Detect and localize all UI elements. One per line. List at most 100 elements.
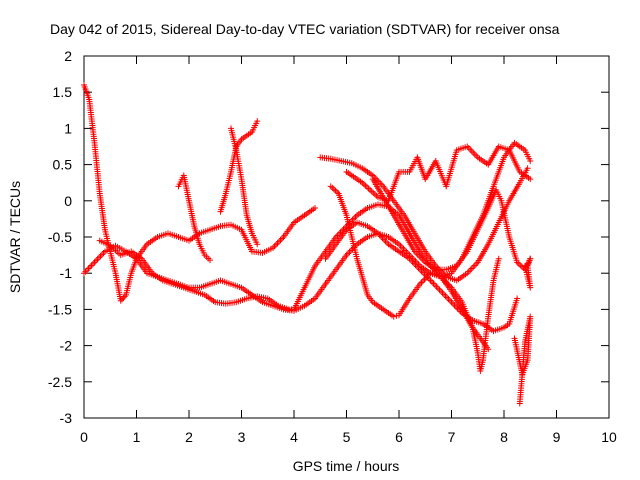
data-point xyxy=(363,184,370,191)
series-arc-3 xyxy=(96,237,297,313)
data-point xyxy=(439,289,446,296)
data-point xyxy=(393,312,400,319)
data-point xyxy=(254,118,261,125)
x-tick-label: 4 xyxy=(290,429,298,445)
data-point xyxy=(90,260,96,267)
data-point xyxy=(465,145,472,152)
y-tick-label: 0 xyxy=(64,193,72,209)
data-points xyxy=(81,81,534,407)
data-point xyxy=(371,191,378,198)
data-point xyxy=(470,263,477,270)
data-point xyxy=(82,268,89,275)
x-tick-label: 7 xyxy=(448,429,456,445)
series-arc-5 xyxy=(317,154,531,284)
data-point xyxy=(279,235,285,242)
data-point xyxy=(93,257,99,264)
series-arc-11 xyxy=(217,118,261,215)
data-point xyxy=(397,242,404,249)
x-tick-label: 5 xyxy=(343,429,351,445)
series-arc-8 xyxy=(343,143,534,204)
data-point xyxy=(330,186,337,193)
y-tick-label: -1 xyxy=(60,265,73,281)
x-axis-label: GPS time / hours xyxy=(293,458,400,474)
data-point xyxy=(442,292,449,299)
data-point xyxy=(88,262,95,269)
y-tick-label: -3 xyxy=(60,410,73,426)
data-point xyxy=(345,250,351,257)
data-point xyxy=(436,286,443,293)
series-arc-6 xyxy=(322,219,521,335)
data-point xyxy=(332,187,339,194)
series-arc-9 xyxy=(369,176,534,273)
data-point xyxy=(376,231,383,238)
data-point xyxy=(368,188,375,195)
y-tick-label: -2 xyxy=(60,338,73,354)
data-point xyxy=(346,248,353,255)
data-point xyxy=(441,291,447,298)
data-point xyxy=(514,295,521,302)
y-tick-label: -0.5 xyxy=(48,229,72,245)
series-arc-7 xyxy=(327,183,492,353)
y-tick-label: -1.5 xyxy=(48,301,72,317)
data-point xyxy=(254,241,261,248)
data-point xyxy=(352,213,359,220)
plot-frame xyxy=(83,55,610,419)
data-point xyxy=(518,263,525,270)
y-tick-label: 2 xyxy=(64,48,72,64)
data-point xyxy=(495,255,502,262)
data-point xyxy=(121,293,128,300)
data-point xyxy=(420,277,426,284)
data-point xyxy=(84,267,90,274)
data-point xyxy=(87,263,93,270)
data-point xyxy=(485,346,492,353)
y-axis: -3 -2.5 -2 -1.5 -1 -0.5 0 0.5 1 1.5 2 xyxy=(48,48,609,426)
data-point xyxy=(277,237,284,244)
data-point xyxy=(470,149,477,156)
data-point xyxy=(444,294,450,301)
data-point xyxy=(327,183,334,190)
data-point xyxy=(370,189,377,196)
x-tick-label: 10 xyxy=(601,429,617,445)
data-point xyxy=(94,256,101,263)
data-point xyxy=(468,265,475,272)
data-point xyxy=(527,255,534,262)
data-point xyxy=(517,262,524,269)
data-point xyxy=(312,205,318,212)
y-tick-label: -2.5 xyxy=(48,374,72,390)
data-point xyxy=(527,176,534,183)
series-arc-1 xyxy=(81,81,318,304)
data-point xyxy=(274,240,281,247)
data-point xyxy=(450,300,456,307)
data-point xyxy=(390,313,397,320)
x-tick-label: 0 xyxy=(80,429,88,445)
data-point xyxy=(429,278,435,285)
data-point xyxy=(119,296,126,303)
data-point xyxy=(207,257,213,264)
x-tick-label: 9 xyxy=(553,429,561,445)
data-point xyxy=(468,148,475,155)
series-arc-4 xyxy=(291,201,502,374)
data-point xyxy=(435,285,441,292)
data-point xyxy=(351,215,357,222)
data-point xyxy=(273,241,279,248)
x-tick-label: 6 xyxy=(395,429,403,445)
x-tick-label: 1 xyxy=(133,429,141,445)
x-tick-label: 8 xyxy=(500,429,508,445)
data-point xyxy=(438,288,444,295)
data-point xyxy=(99,251,105,258)
x-axis: 0 1 2 3 4 5 6 7 8 9 10 xyxy=(80,56,617,445)
y-tick-label: 1.5 xyxy=(53,84,73,100)
data-point xyxy=(96,254,102,261)
data-point xyxy=(362,182,369,189)
x-tick-label: 2 xyxy=(185,429,193,445)
data-point xyxy=(117,297,124,304)
data-point xyxy=(467,267,474,274)
data-point xyxy=(378,181,385,188)
series-arc-13 xyxy=(511,313,534,407)
data-point xyxy=(465,268,472,275)
data-point xyxy=(399,244,405,251)
data-point xyxy=(433,283,440,290)
y-tick-label: 1 xyxy=(64,120,72,136)
data-point xyxy=(516,400,523,407)
chart-title: Day 042 of 2015, Sidereal Day-to-day VTE… xyxy=(50,21,560,37)
